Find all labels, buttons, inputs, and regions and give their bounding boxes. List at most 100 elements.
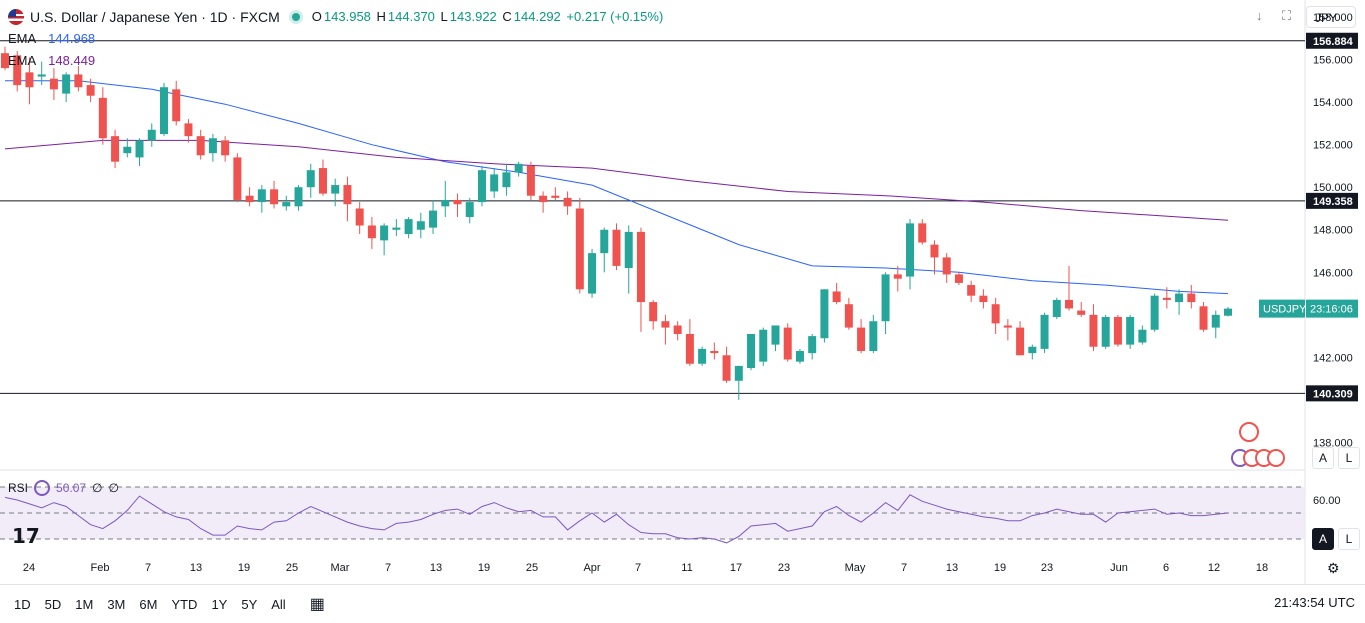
candle-body xyxy=(1,53,9,69)
tf-1y[interactable]: 1Y xyxy=(211,596,228,612)
candle-body xyxy=(1150,295,1159,330)
candle-body xyxy=(429,210,438,228)
tf-1m[interactable]: 1M xyxy=(75,596,94,612)
candle-body xyxy=(698,348,707,364)
time-tick-label: May xyxy=(845,562,866,574)
candle-body xyxy=(795,351,804,362)
tf-ytd[interactable]: YTD xyxy=(171,596,198,612)
date-range-calendar-icon[interactable]: ▦ xyxy=(309,596,325,613)
candle-body xyxy=(380,225,389,241)
currency-label: JPY xyxy=(1315,11,1338,25)
ema-slow-legend[interactable]: EMA 148.449 xyxy=(8,50,665,72)
candle-body xyxy=(710,351,719,354)
time-tick-label: 7 xyxy=(901,562,907,574)
candle-body xyxy=(25,72,34,88)
candle-body xyxy=(991,304,1000,324)
candle-body xyxy=(1175,293,1184,303)
countdown-badge xyxy=(1306,299,1358,318)
rsi-line xyxy=(4,494,1229,544)
candle-body xyxy=(196,136,205,156)
us-flag-icon xyxy=(8,9,24,25)
candle-body xyxy=(881,274,890,322)
time-tick-label: 23 xyxy=(1041,562,1053,574)
candle-body xyxy=(135,140,144,158)
time-tick-label: Feb xyxy=(91,562,110,574)
candle-body xyxy=(954,274,963,283)
price-tick-label: 154.000 xyxy=(1313,97,1353,109)
hline-price-label: 149.358 xyxy=(1313,196,1353,208)
candle-body xyxy=(526,165,535,196)
candle-body xyxy=(1065,299,1074,309)
rsi-settings-icon[interactable] xyxy=(34,480,51,496)
rsi-legend[interactable]: RSI 50.07 ∅ ∅ xyxy=(8,480,119,496)
candle-body xyxy=(294,187,303,207)
auto-scale-button[interactable]: A xyxy=(1312,447,1334,469)
fullscreen-icon[interactable]: ⛶ xyxy=(1282,8,1292,23)
price-tick-label: 146.000 xyxy=(1313,267,1353,279)
candle-body xyxy=(37,74,46,77)
candle-body xyxy=(1089,314,1098,347)
candle-body xyxy=(747,333,756,369)
hline-price-label: 156.884 xyxy=(1313,36,1354,48)
candle-body xyxy=(331,185,340,194)
candle-body xyxy=(1003,325,1012,328)
candle-body xyxy=(539,195,548,203)
tf-1d[interactable]: 1D xyxy=(14,596,31,612)
candle-body xyxy=(318,168,327,194)
price-tick-label: 156.000 xyxy=(1313,55,1353,67)
candle-body xyxy=(685,333,694,364)
candle-body xyxy=(1126,316,1135,345)
candle-body xyxy=(1224,308,1232,316)
rsi-log-scale-button[interactable]: L xyxy=(1338,528,1360,550)
symbol-title[interactable]: U.S. Dollar / Japanese Yen · 1D · FXCM xyxy=(30,9,280,25)
rsi-value: 50.07 xyxy=(56,481,87,495)
hline-price-badge xyxy=(1306,32,1358,49)
high-value: 144.370 xyxy=(387,9,435,24)
time-tick-label: 7 xyxy=(145,562,151,574)
candle-body xyxy=(514,163,523,173)
rsi-label: RSI xyxy=(8,481,29,495)
download-icon[interactable]: ↓ xyxy=(1256,8,1263,23)
candle-body xyxy=(453,199,462,205)
utc-clock[interactable]: 21:43:54 UTC xyxy=(1274,595,1355,610)
tf-6m[interactable]: 6M xyxy=(139,596,158,612)
ema-fast-legend[interactable]: EMA 144.968 xyxy=(8,28,665,50)
candle-body xyxy=(477,170,486,203)
rsi-extra-1: ∅ xyxy=(92,481,103,495)
candle-body xyxy=(869,321,878,351)
countdown-label: 23:16:06 xyxy=(1310,304,1353,316)
candle-body xyxy=(1040,314,1049,349)
candle-body xyxy=(1199,306,1208,330)
candle-body xyxy=(967,285,976,296)
event-marker xyxy=(1267,449,1285,467)
candle-body xyxy=(147,129,156,141)
time-tick-label: 18 xyxy=(1256,562,1268,574)
time-tick-label: Jun xyxy=(1110,562,1128,574)
candle-body xyxy=(942,257,951,275)
log-scale-button[interactable]: L xyxy=(1338,447,1360,469)
currency-select[interactable]: JPY xyxy=(1306,6,1356,28)
candle-body xyxy=(906,223,915,277)
candle-body xyxy=(624,231,633,269)
tf-all[interactable]: All xyxy=(271,596,286,612)
tf-5y[interactable]: 5Y xyxy=(241,596,258,612)
tf-3m[interactable]: 3M xyxy=(107,596,126,612)
candle-body xyxy=(282,202,291,207)
candle-body xyxy=(392,227,401,230)
tf-5d[interactable]: 5D xyxy=(44,596,62,612)
settings-gear-icon[interactable]: ⚙ xyxy=(1327,560,1340,576)
rsi-auto-scale-button[interactable]: A xyxy=(1312,528,1334,550)
ema-slow-value: 148.449 xyxy=(48,53,96,68)
candle-body xyxy=(257,189,266,203)
time-tick-label: 13 xyxy=(190,562,202,574)
time-tick-label: 11 xyxy=(681,562,692,574)
ema-slow-line xyxy=(4,139,1229,221)
candle-body xyxy=(86,85,95,96)
candle-body xyxy=(832,291,841,303)
candle-body xyxy=(13,55,22,86)
hline-price-badge xyxy=(1306,385,1358,402)
time-tick-label: 17 xyxy=(730,562,742,574)
candle-body xyxy=(612,229,621,266)
change-value: +0.217 (+0.15%) xyxy=(566,9,664,24)
